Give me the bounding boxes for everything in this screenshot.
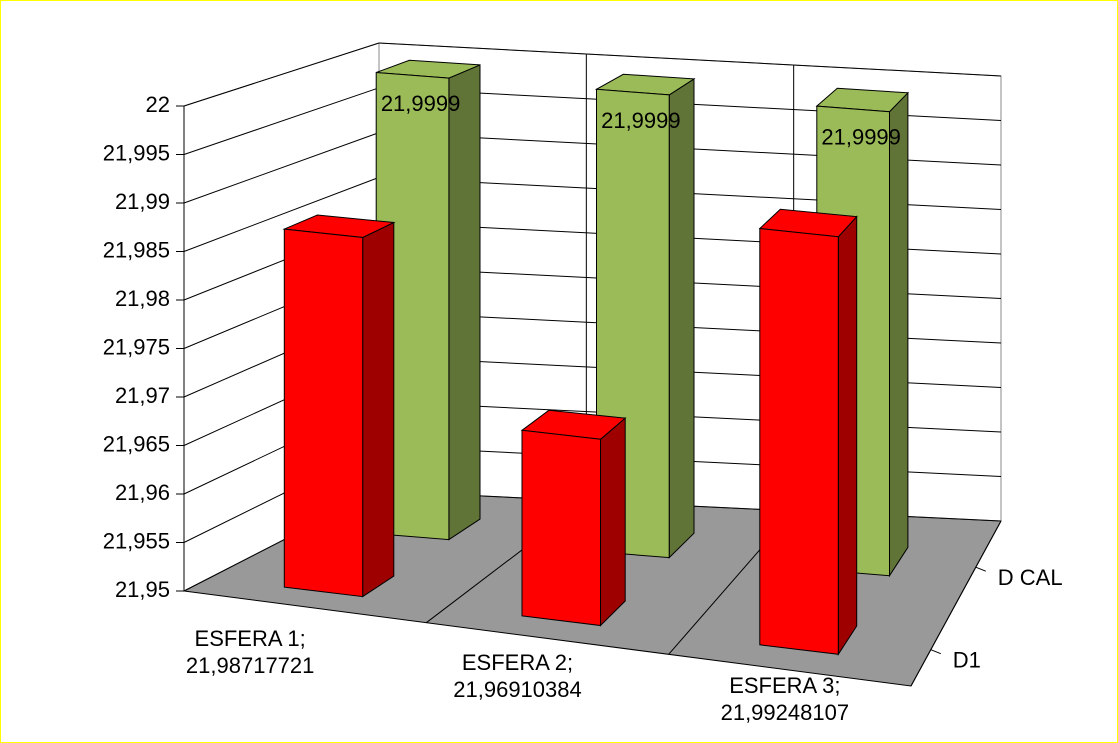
- y-tick-label: 21,995: [103, 140, 170, 165]
- depth-tick: [930, 649, 941, 655]
- bar-front: [283, 228, 364, 598]
- bar: [375, 59, 481, 541]
- y-tick-label: 21,985: [103, 237, 170, 262]
- grid-line: [183, 42, 380, 107]
- depth-label: D CAL: [998, 565, 1063, 590]
- depth-axis: [910, 520, 1002, 687]
- y-tick-label: 21,97: [115, 383, 170, 408]
- depth-tick: [975, 566, 986, 572]
- y-tick-label: 22: [146, 92, 170, 117]
- bar-side: [600, 417, 626, 627]
- grid-line: [183, 176, 380, 252]
- data-label: 21,9999: [821, 125, 901, 150]
- x-tick-label: ESFERA 3; 21,99248107: [720, 673, 850, 726]
- bar-side: [362, 221, 395, 598]
- x-tick-label: ESFERA 1; 21,98717721: [185, 625, 315, 678]
- y-tick-label: 21,98: [115, 286, 170, 311]
- grid-line: [183, 132, 380, 204]
- bar: [758, 208, 858, 656]
- y-tick-label: 21,975: [103, 334, 170, 359]
- data-label: 21,9999: [381, 91, 461, 116]
- bar-front: [759, 227, 839, 655]
- y-tick-label: 21,955: [103, 528, 170, 553]
- bar-side: [668, 77, 695, 559]
- x-tick-label: ESFERA 2; 21,96910384: [453, 649, 582, 702]
- data-label: 21,9999: [601, 108, 681, 133]
- bar: [520, 409, 627, 627]
- depth-label: D1: [953, 648, 981, 673]
- y-tick-label: 21,95: [115, 577, 170, 602]
- y-tick-label: 21,965: [103, 431, 170, 456]
- bar-front: [521, 429, 601, 627]
- grid-line: [378, 42, 1002, 77]
- bar-side: [889, 91, 909, 578]
- bar: [282, 214, 396, 598]
- y-tick-label: 21,99: [115, 189, 170, 214]
- y-tick-label: 21,96: [115, 480, 170, 505]
- grid-line: [183, 87, 380, 155]
- bar-side: [837, 215, 858, 656]
- bar-side: [448, 64, 481, 541]
